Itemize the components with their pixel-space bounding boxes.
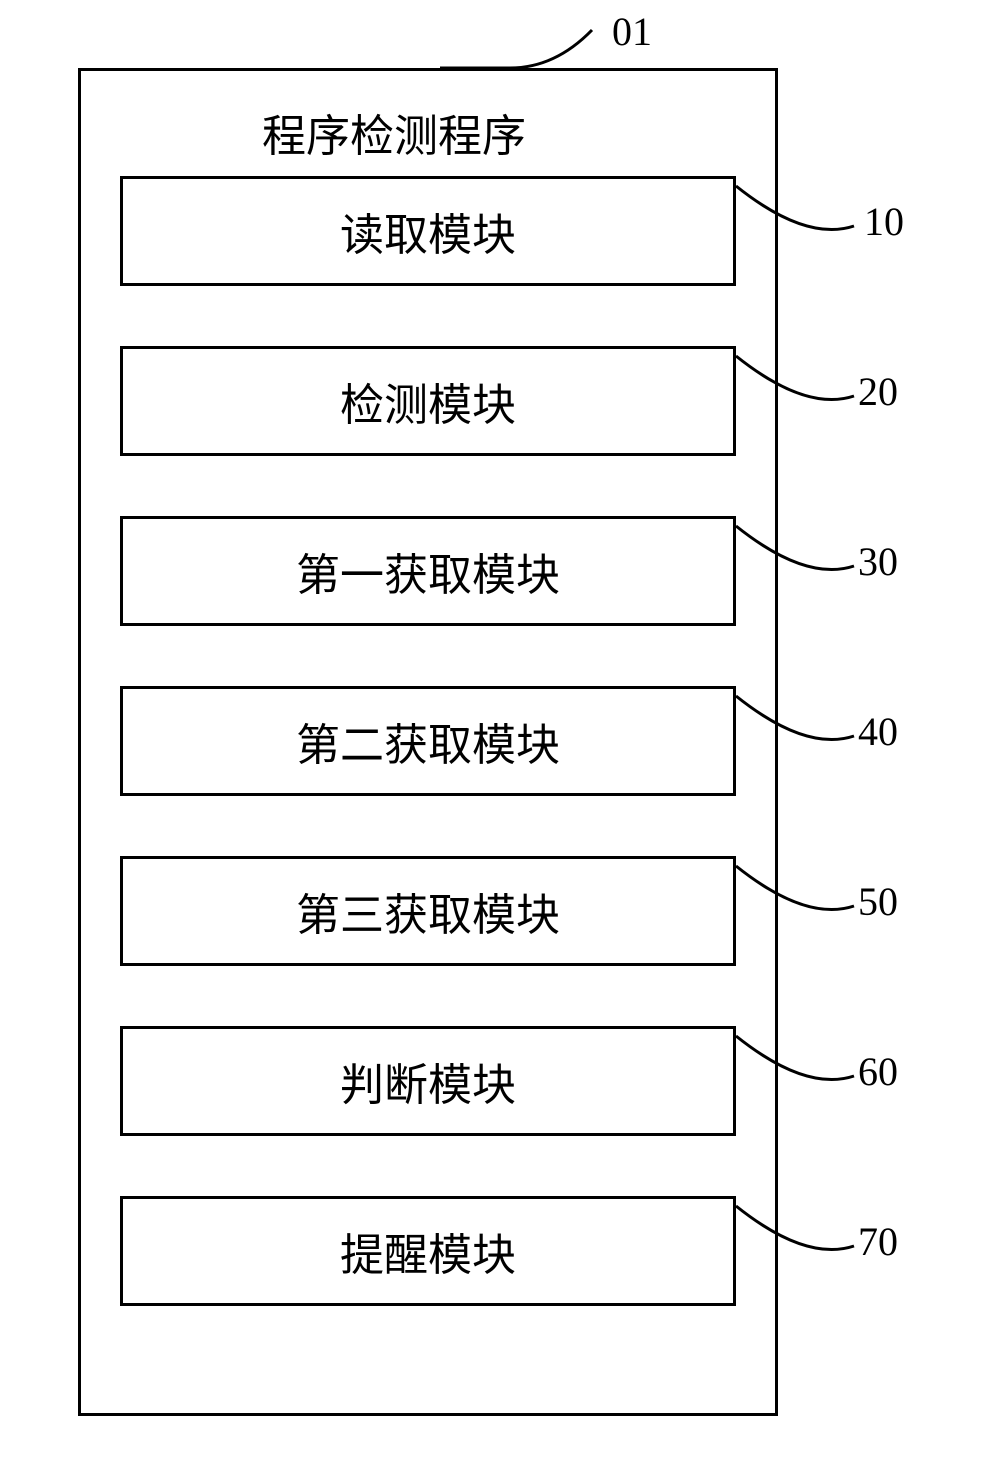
module-label: 检测模块 bbox=[340, 369, 516, 433]
module-label: 第一获取模块 bbox=[296, 539, 560, 603]
outer-callout-label: 01 bbox=[612, 8, 652, 55]
module-box: 第二获取模块 bbox=[120, 686, 736, 796]
module-label: 第三获取模块 bbox=[296, 879, 560, 943]
module-callout-label: 20 bbox=[858, 368, 898, 415]
module-callout-label: 10 bbox=[864, 198, 904, 245]
module-callout-line bbox=[736, 526, 856, 588]
diagram-title: 程序检测程序 bbox=[262, 100, 526, 164]
module-label: 第二获取模块 bbox=[296, 709, 560, 773]
module-box: 检测模块 bbox=[120, 346, 736, 456]
module-callout-line bbox=[736, 1036, 856, 1098]
outer-callout-line bbox=[440, 26, 600, 72]
module-callout-line bbox=[736, 186, 856, 248]
module-callout-label: 50 bbox=[858, 878, 898, 925]
module-box: 第三获取模块 bbox=[120, 856, 736, 966]
module-label: 提醒模块 bbox=[340, 1219, 516, 1283]
module-box: 第一获取模块 bbox=[120, 516, 736, 626]
module-box: 读取模块 bbox=[120, 176, 736, 286]
module-callout-label: 70 bbox=[858, 1218, 898, 1265]
module-box: 判断模块 bbox=[120, 1026, 736, 1136]
module-label: 读取模块 bbox=[340, 199, 516, 263]
module-callout-line bbox=[736, 1206, 856, 1268]
module-callout-line bbox=[736, 866, 856, 928]
module-label: 判断模块 bbox=[340, 1049, 516, 1113]
module-box: 提醒模块 bbox=[120, 1196, 736, 1306]
module-callout-label: 40 bbox=[858, 708, 898, 755]
module-callout-line bbox=[736, 356, 856, 418]
module-callout-line bbox=[736, 696, 856, 758]
module-callout-label: 60 bbox=[858, 1048, 898, 1095]
module-callout-label: 30 bbox=[858, 538, 898, 585]
